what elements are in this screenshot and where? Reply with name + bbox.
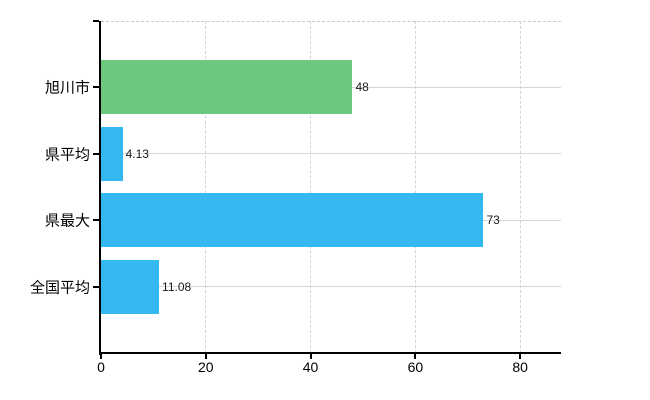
x-axis-tick	[519, 354, 522, 359]
bar-value-label: 48	[355, 80, 369, 95]
x-axis-tick-label: 20	[197, 359, 214, 375]
bar	[101, 60, 353, 115]
x-axis-tick-label: 80	[512, 359, 528, 375]
gridline-horizontal	[101, 153, 561, 155]
x-axis-tick-label: 40	[302, 359, 319, 375]
gridline-horizontal	[101, 286, 561, 288]
x-axis-tick	[100, 354, 102, 359]
x-axis-tick	[414, 354, 417, 359]
bar	[101, 126, 123, 181]
y-axis-tick	[93, 20, 99, 22]
gridline-vertical	[519, 21, 521, 353]
bar-value-label: 73	[486, 213, 500, 228]
gridline-vertical	[205, 21, 207, 353]
bar-value-label: 11.08	[162, 279, 192, 294]
y-axis-category-label: 旭川市	[44, 79, 90, 97]
x-axis-tick	[204, 354, 207, 359]
x-axis-tick-label: 0	[97, 359, 105, 375]
y-axis-tick	[93, 86, 99, 89]
bar-value-label: 4.13	[125, 146, 149, 161]
x-axis-line	[99, 352, 561, 354]
y-axis-tick	[93, 152, 99, 155]
y-axis-category-label: 全国平均	[29, 279, 90, 297]
y-axis-category-label: 県最大	[44, 212, 90, 230]
gridline-vertical	[414, 21, 416, 353]
y-axis-tick	[93, 285, 99, 288]
x-axis-tick-label: 60	[407, 359, 424, 375]
y-axis-category-label: 県平均	[44, 146, 90, 164]
bar	[101, 259, 160, 314]
bar	[101, 193, 484, 248]
gridline-horizontal-top	[101, 20, 561, 22]
y-axis-line	[99, 21, 101, 355]
gridline-vertical	[310, 21, 312, 353]
x-axis-tick	[309, 354, 312, 359]
y-axis-tick	[93, 219, 99, 222]
